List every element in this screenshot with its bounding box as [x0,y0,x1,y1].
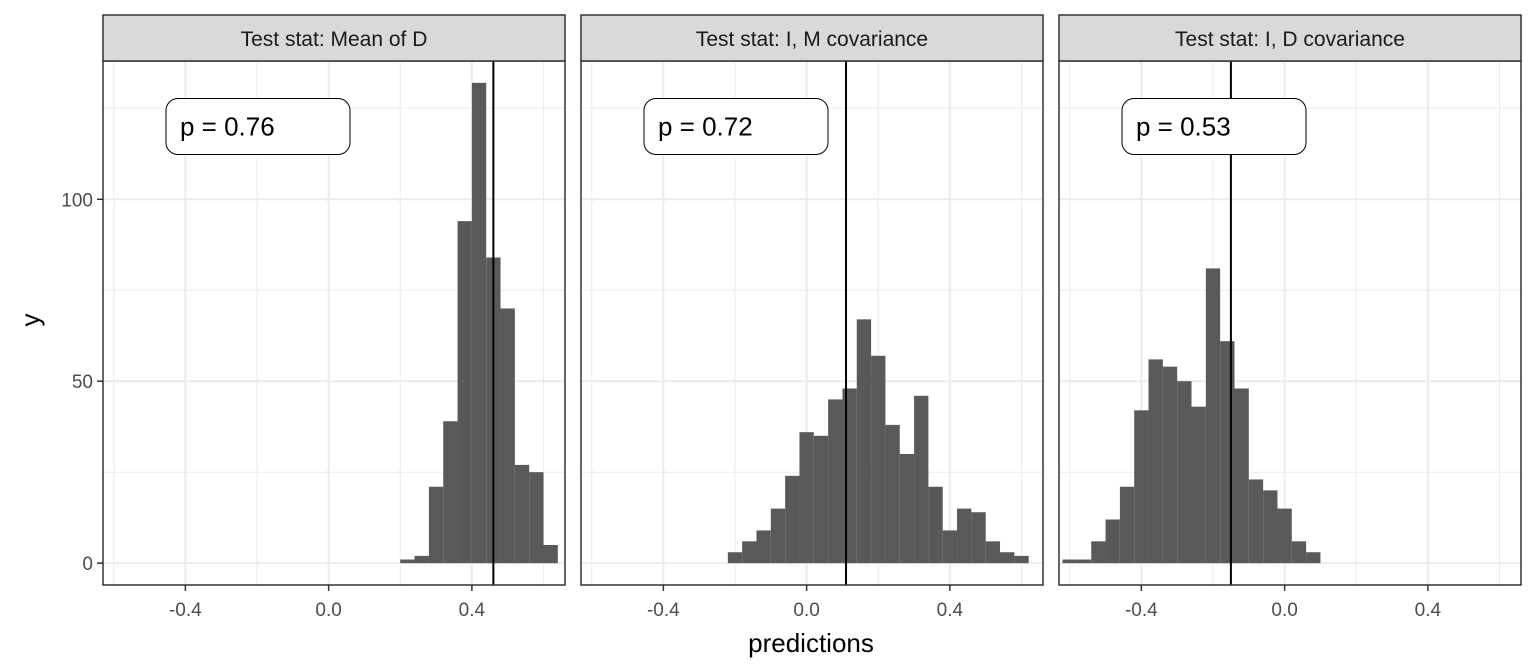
histogram-bar [1134,410,1149,564]
histogram-bar [971,512,986,564]
x-axis-title: predictions [748,628,874,658]
histogram-bar [928,486,943,564]
histogram-bar [914,395,929,564]
histogram-bar [942,530,958,564]
histogram-bar [770,508,786,564]
x-tick-label: -0.4 [1125,600,1158,621]
histogram-bar [957,508,972,564]
y-axis: 0 50 100 [61,190,103,575]
x-tick-label: -0.4 [647,600,680,621]
x-tick-label: 0.4 [1415,600,1442,621]
histogram-bar [828,399,843,564]
x-tick-label: 0.0 [1271,600,1297,621]
p-value-label: p = 0.53 [1136,112,1231,142]
histogram-bar [813,435,829,564]
histogram-bar [1263,490,1278,564]
p-value-label-box [1121,98,1307,155]
histogram-bar [799,432,814,564]
facet-strip-label: Test stat: I, M covariance [696,28,928,51]
histogram-bar [727,552,743,564]
x-tick-label: 0.4 [459,600,486,621]
facet-strip [580,14,1044,62]
facet-strip [102,14,566,62]
histogram-bar [1062,559,1077,564]
histogram-bar [414,555,429,564]
p-value-label: p = 0.76 [180,112,275,142]
histogram-bar [856,319,872,564]
facet-strip [1058,14,1522,62]
histogram-bar [457,221,472,564]
histogram-bar [899,454,915,564]
histogram-bar [785,475,800,564]
histogram-bar [742,541,757,564]
histogram-bar [1277,508,1292,564]
histogram-bar [1220,341,1235,564]
histogram-bar [1177,381,1192,564]
histogram-bar [1162,366,1178,564]
y-tick-label: 0 [82,554,93,575]
p-value-label-box [165,98,351,155]
x-tick-label: 0.0 [793,600,819,621]
histogram-bar [756,530,771,564]
histogram-bar [985,541,1001,564]
histogram-bar [443,421,458,564]
facet-panel: p = 0.76 Test stat: Mean of D -0.4 0.0 0.4 [102,14,566,621]
histogram-bar [1148,359,1163,564]
facet-panel: p = 0.53 Test stat: I, D covariance -0.4 0.… [1058,14,1522,621]
histogram-bar [400,559,415,564]
histogram-bar [529,472,544,564]
histogram-bar [1306,552,1321,564]
facet-strip-label: Test stat: Mean of D [241,28,428,51]
y-tick-label: 50 [72,372,93,393]
histogram-bar [1291,541,1307,564]
y-tick-label: 100 [61,190,93,211]
histogram-bar [1105,519,1120,564]
x-tick-label: 0.0 [315,600,341,621]
histogram-bar [1234,388,1249,564]
histogram-bar [1191,406,1206,564]
histogram-bar [1248,479,1264,564]
facet-strip-label: Test stat: I, D covariance [1175,28,1405,51]
histogram-bar [1014,555,1029,564]
histogram-bar [428,486,444,564]
histogram-bar [1076,559,1092,564]
x-tick-label: -0.4 [169,600,202,621]
histogram-bar [885,424,900,564]
histogram-bar [1091,541,1106,564]
histogram-bar [1205,268,1221,564]
histogram-bar [514,464,530,564]
histogram-bar [1000,552,1015,564]
histogram-bar [871,355,886,564]
histogram-bar [1119,486,1135,564]
facet-panel: p = 0.72 Test stat: I, M covariance -0.4 0.… [580,14,1044,621]
p-value-label-box [643,98,829,155]
histogram-bar [543,544,558,564]
x-tick-label: 0.4 [937,600,964,621]
histogram-bar [842,388,857,564]
histogram-bar [500,308,515,564]
p-value-label: p = 0.72 [658,112,753,142]
histogram-bar [471,82,487,564]
y-axis-title: y [15,314,45,327]
